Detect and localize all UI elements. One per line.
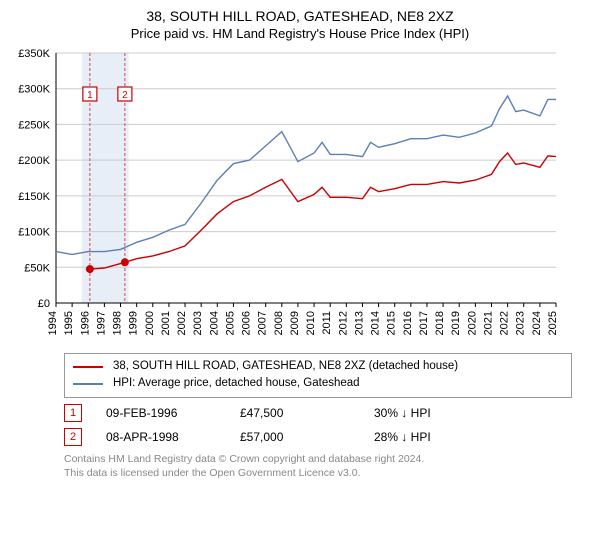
x-tick-label: 2005	[224, 311, 236, 335]
y-tick-label: £250K	[18, 119, 50, 131]
y-tick-label: £350K	[18, 48, 50, 60]
y-tick-label: £200K	[18, 155, 50, 167]
legend-swatch	[73, 366, 103, 368]
series-property	[90, 153, 556, 269]
x-tick-label: 2000	[144, 311, 156, 335]
sale-marker-badge-label: 2	[122, 90, 128, 101]
x-tick-label: 2011	[321, 311, 333, 335]
sale-date: 09-FEB-1996	[106, 406, 216, 420]
x-tick-label: 2020	[466, 311, 478, 335]
x-tick-label: 2022	[499, 311, 511, 335]
x-tick-label: 2008	[273, 311, 285, 335]
x-tick-label: 2007	[257, 311, 269, 335]
x-tick-label: 2014	[370, 311, 382, 335]
y-tick-label: £50K	[24, 262, 50, 274]
attribution-line: Contains HM Land Registry data © Crown c…	[64, 452, 572, 466]
x-tick-label: 2023	[515, 311, 527, 335]
sale-pct: 28% ↓ HPI	[374, 430, 572, 444]
legend-swatch	[73, 383, 103, 385]
line-chart: £0 £50K £100K £150K £200K £250K £300K £350K 1994…	[8, 47, 568, 347]
x-tick-label: 2015	[386, 311, 398, 335]
x-tick-label: 1996	[79, 311, 91, 335]
y-tick-label: £300K	[18, 84, 50, 96]
chart-subtitle: Price paid vs. HM Land Registry's House …	[8, 26, 592, 41]
sale-pct: 30% ↓ HPI	[374, 406, 572, 420]
sale-badge: 1	[64, 404, 82, 422]
sale-date: 08-APR-1998	[106, 430, 216, 444]
x-tick-label: 2003	[192, 311, 204, 335]
x-tick-label: 2006	[241, 311, 253, 335]
series-hpi	[56, 96, 556, 255]
x-tick-label: 2010	[305, 311, 317, 335]
sale-price: £57,000	[240, 430, 350, 444]
attribution: Contains HM Land Registry data © Crown c…	[64, 452, 572, 480]
x-tick-label: 1994	[47, 311, 59, 335]
chart-title: 38, SOUTH HILL ROAD, GATESHEAD, NE8 2XZ	[8, 8, 592, 24]
x-tick-label: 2018	[434, 311, 446, 335]
x-tick-label: 2012	[337, 311, 349, 335]
x-tick-label: 2024	[531, 311, 543, 335]
legend-item: 38, SOUTH HILL ROAD, GATESHEAD, NE8 2XZ …	[73, 358, 563, 375]
x-tick-label: 1998	[112, 311, 124, 335]
x-tick-label: 2021	[482, 311, 494, 335]
sale-price: £47,500	[240, 406, 350, 420]
sale-badge: 2	[64, 428, 82, 446]
legend-item: HPI: Average price, detached house, Gate…	[73, 375, 563, 392]
y-tick-label: £150K	[18, 191, 50, 203]
attribution-line: This data is licensed under the Open Gov…	[64, 466, 572, 480]
x-tick-label: 2009	[289, 311, 301, 335]
x-tick-label: 1995	[63, 311, 75, 335]
sale-row: 2 08-APR-1998 £57,000 28% ↓ HPI	[64, 428, 572, 446]
chart-area: £0 £50K £100K £150K £200K £250K £300K £350K 1994…	[8, 47, 592, 347]
x-tick-label: 2002	[176, 311, 188, 335]
chart-titles: 38, SOUTH HILL ROAD, GATESHEAD, NE8 2XZ …	[8, 8, 592, 41]
x-tick-label: 2004	[208, 311, 220, 335]
y-tick-label: £100K	[18, 227, 50, 239]
x-tick-label: 2001	[160, 311, 172, 335]
x-tick-label: 2013	[353, 311, 365, 335]
x-tick-label: 2025	[547, 311, 559, 335]
legend-label: HPI: Average price, detached house, Gate…	[113, 375, 360, 392]
sale-marker-badge-label: 1	[87, 90, 93, 101]
sale-row: 1 09-FEB-1996 £47,500 30% ↓ HPI	[64, 404, 572, 422]
x-tick-label: 1999	[128, 311, 140, 335]
x-tick-label: 1997	[95, 311, 107, 335]
legend: 38, SOUTH HILL ROAD, GATESHEAD, NE8 2XZ …	[64, 353, 572, 398]
x-tick-label: 2017	[418, 311, 430, 335]
y-tick-label: £0	[38, 298, 50, 310]
x-tick-label: 2016	[402, 311, 414, 335]
x-tick-label: 2019	[450, 311, 462, 335]
legend-label: 38, SOUTH HILL ROAD, GATESHEAD, NE8 2XZ …	[113, 358, 458, 375]
sales-table: 1 09-FEB-1996 £47,500 30% ↓ HPI 2 08-APR-1998…	[64, 404, 572, 446]
